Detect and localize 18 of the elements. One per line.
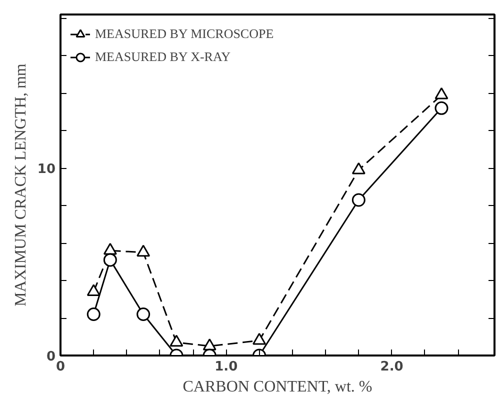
legend-label: MEASURED BY MICROSCOPE (95, 26, 274, 42)
point (103, 242, 117, 255)
legend-label: MEASURED BY X-RAY (95, 49, 231, 65)
x-axis-title: CARBON CONTENT, wt. % (182, 378, 372, 396)
point (352, 193, 366, 207)
point (86, 284, 100, 296)
point (202, 338, 216, 350)
y-tick-label: 10 (37, 162, 56, 178)
point (252, 332, 266, 345)
x-tick-label: 0 (56, 360, 66, 374)
y-axis-title: MAXIMUM CRACK LENGTH, mm (12, 63, 30, 306)
point (136, 244, 150, 257)
point (434, 101, 448, 115)
point (434, 87, 448, 100)
x-tick-label: 2.0 (380, 360, 404, 374)
point (170, 334, 184, 347)
x-tick-label: 1.0 (214, 360, 238, 374)
point (352, 162, 366, 174)
